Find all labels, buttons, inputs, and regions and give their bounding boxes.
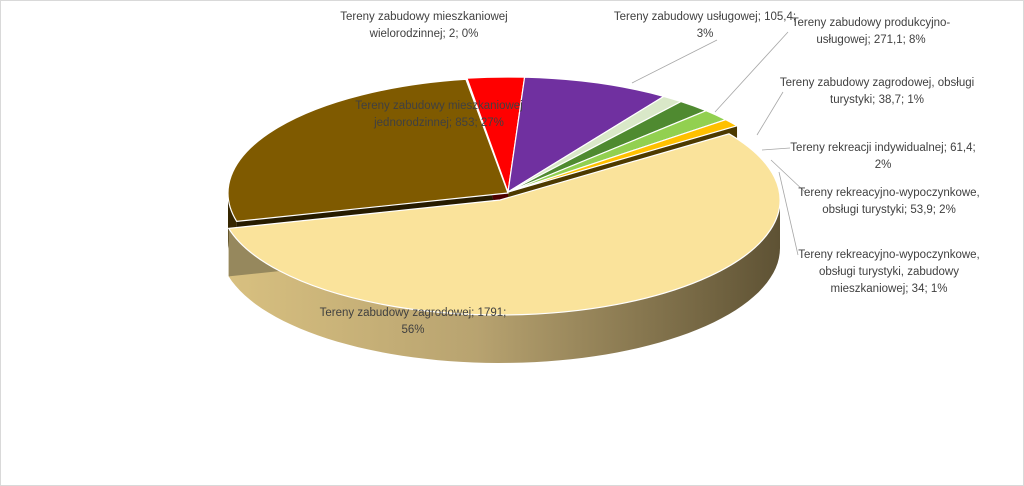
data-label: Tereny rekreacji indywidualnej; 61,4;: [790, 142, 975, 154]
pie-slice: [507, 119, 739, 193]
leader-line: [631, 39, 718, 84]
data-label: Tereny zabudowy zagrodowej, obsługi: [780, 77, 974, 89]
data-label: Tereny rekreacyjno-wypoczynkowe,: [798, 187, 980, 199]
data-label: Tereny zabudowy usługowej; 105,4;: [614, 11, 796, 23]
leader-line: [756, 91, 784, 136]
data-label: wielorodzinnej; 2; 0%: [369, 28, 479, 40]
pie-slice: [507, 76, 666, 194]
data-label: obsługi turystyki; 53,9; 2%: [822, 204, 956, 216]
leader-line: [778, 171, 799, 256]
data-label: jednorodzinnej; 853; 27%: [373, 117, 504, 129]
data-label: Tereny zabudowy produkcyjno-: [792, 17, 951, 29]
leader-line: [761, 147, 791, 151]
pie-slice: [227, 133, 781, 316]
data-label: obsługi turystyki, zabudowy: [819, 266, 959, 278]
data-label: 2%: [875, 159, 892, 171]
data-label: Tereny rekreacyjno-wypoczynkowe,: [798, 249, 980, 261]
data-label: mieszkaniowej; 34; 1%: [831, 283, 948, 295]
leader-line: [714, 31, 789, 113]
leader-line: [770, 159, 806, 193]
data-label: 56%: [401, 324, 424, 336]
pie-slice: [227, 78, 509, 223]
data-label: 3%: [697, 28, 714, 40]
data-label: usługowej; 271,1; 8%: [816, 34, 925, 46]
data-label: Tereny zabudowy zagrodowej; 1791;: [320, 307, 507, 319]
data-label: Tereny zabudowy mieszkaniowej: [340, 11, 507, 23]
data-label: turystyki; 38,7; 1%: [830, 94, 924, 106]
pie-slice-side: [228, 200, 780, 363]
data-label: Tereny zabudowy mieszkaniowej: [355, 100, 522, 112]
